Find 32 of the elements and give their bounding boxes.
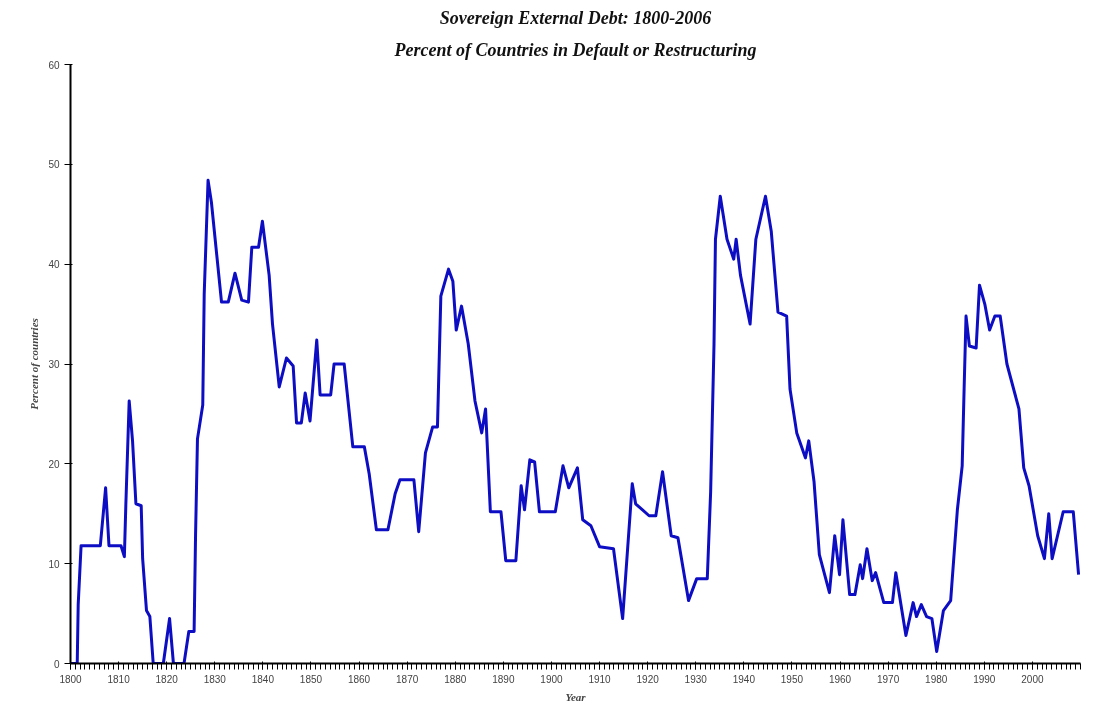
y-tick-label: 40: [48, 259, 60, 271]
y-tick-label: 0: [53, 658, 60, 670]
x-tick-label: 1900: [540, 673, 564, 685]
x-tick-label: 1920: [636, 673, 660, 685]
y-tick-label: 60: [48, 59, 60, 71]
x-tick-label: 1960: [828, 673, 852, 685]
x-tick-label: 1940: [732, 673, 756, 685]
x-tick-label: 1800: [59, 673, 83, 685]
chart-title: Sovereign External Debt: 1800-2006: [439, 7, 712, 28]
x-tick-label: 1950: [780, 673, 804, 685]
x-tick-label: 1880: [444, 673, 467, 685]
x-tick-label: 1980: [925, 673, 948, 685]
x-axis-title: Year: [565, 690, 587, 703]
x-tick-label: 1990: [973, 673, 996, 685]
y-tick-label: 20: [48, 458, 60, 470]
x-tick-label: 1970: [877, 673, 900, 685]
x-tick-label: 1810: [107, 673, 131, 685]
y-tick-label: 50: [48, 159, 60, 171]
x-tick-label: 1910: [588, 673, 612, 685]
x-tick-label: 1860: [347, 673, 371, 685]
x-tick-label: 1830: [203, 673, 227, 685]
y-axis-title: Percent of countries: [28, 318, 41, 410]
y-tick-label: 30: [48, 359, 60, 370]
x-tick-label: 1930: [684, 673, 708, 685]
y-tick-label: 10: [48, 558, 60, 570]
x-tick-label: 1840: [251, 673, 275, 685]
x-tick-label: 1820: [155, 673, 179, 685]
x-tick-label: 1890: [492, 673, 515, 685]
x-tick-label: 1850: [299, 673, 323, 685]
x-tick-label: 1870: [396, 673, 419, 685]
x-tick-label: 2000: [1021, 673, 1044, 685]
chart-subtitle: Percent of Countries in Default or Restructuring: [393, 39, 757, 60]
